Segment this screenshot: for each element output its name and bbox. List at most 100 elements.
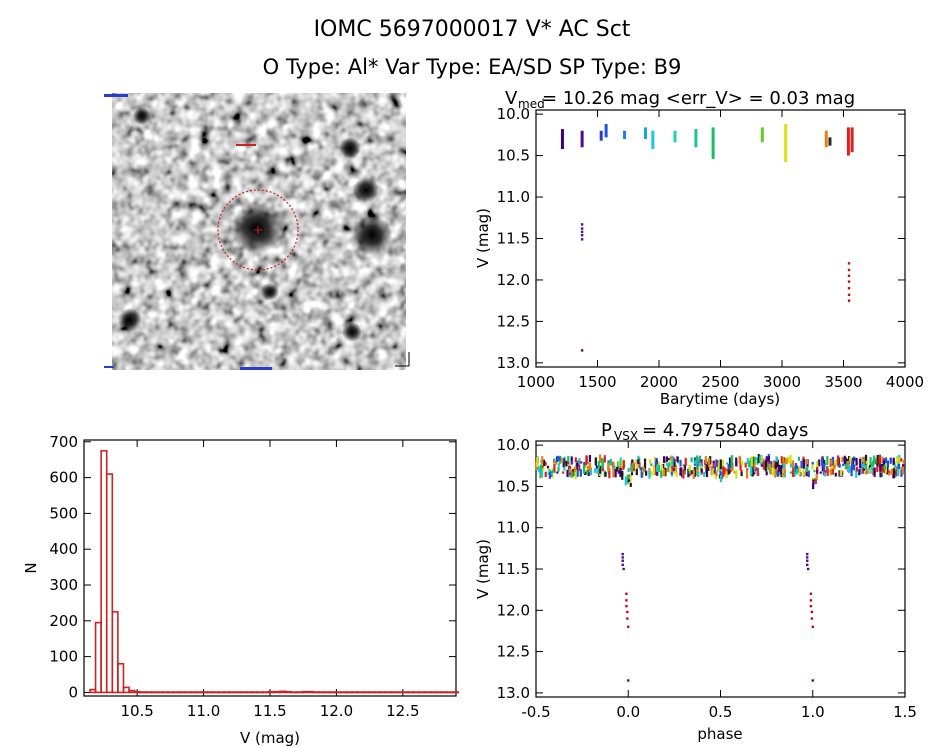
phased-point bbox=[851, 459, 854, 470]
histogram-bar bbox=[345, 691, 354, 694]
histogram-bar bbox=[195, 691, 203, 694]
phased-point bbox=[583, 461, 586, 468]
lightcurve-xlabel: Barytime (days) bbox=[660, 390, 780, 408]
phased-point bbox=[640, 467, 643, 478]
phased-point bbox=[826, 468, 829, 477]
phased-point bbox=[812, 483, 815, 490]
phased-point bbox=[746, 469, 749, 479]
phased-eclipse-point bbox=[810, 610, 814, 614]
histogram-bar bbox=[100, 449, 108, 694]
phased-point bbox=[588, 455, 592, 463]
phased-point bbox=[855, 466, 859, 472]
phased-point bbox=[571, 471, 574, 478]
phased-point bbox=[753, 456, 756, 466]
phased-point bbox=[721, 459, 724, 470]
phased-point bbox=[838, 463, 841, 468]
histogram-bar bbox=[184, 691, 192, 694]
phased-point bbox=[822, 463, 826, 473]
phased-point bbox=[684, 457, 687, 467]
phased-point bbox=[669, 459, 673, 466]
phased-point bbox=[668, 462, 671, 467]
phased-point bbox=[797, 467, 800, 473]
phased-point bbox=[775, 456, 778, 462]
lightcurve-point bbox=[847, 274, 851, 278]
histogram-bar bbox=[284, 690, 292, 694]
phased-xtick-label: -0.5 bbox=[521, 703, 550, 721]
phased-point bbox=[567, 461, 570, 465]
phased-point bbox=[813, 469, 816, 473]
histogram-xtick-label: 10.5 bbox=[120, 702, 153, 720]
phased-point bbox=[580, 461, 583, 464]
histogram-bar bbox=[301, 690, 309, 694]
lightcurve-point bbox=[847, 280, 851, 283]
phased-point bbox=[830, 459, 833, 465]
phased-point bbox=[821, 465, 824, 472]
phased-point bbox=[849, 456, 852, 462]
phased-point bbox=[594, 457, 597, 466]
image-corner-mark-bottom bbox=[240, 367, 272, 370]
histogram-bar bbox=[440, 691, 448, 694]
histogram-bar bbox=[273, 690, 281, 694]
phased-ytick-label: 10.5 bbox=[497, 477, 530, 495]
phased-point bbox=[719, 471, 722, 476]
histogram-bar bbox=[384, 691, 393, 694]
lightcurve-ytick-label: 10.0 bbox=[497, 105, 530, 123]
phased-point bbox=[594, 468, 597, 473]
histogram-bar bbox=[245, 691, 253, 694]
phased-point bbox=[850, 466, 853, 477]
phased-point bbox=[604, 471, 607, 477]
phased-point bbox=[805, 466, 809, 473]
lightcurve-point-group bbox=[673, 130, 677, 143]
phased-point bbox=[773, 464, 776, 469]
phased-point bbox=[603, 455, 606, 463]
phased-point bbox=[819, 471, 822, 474]
histogram-bar bbox=[211, 691, 220, 694]
phased-point bbox=[791, 460, 794, 468]
phased-point bbox=[764, 462, 767, 472]
phased-point bbox=[888, 471, 891, 476]
phased-point bbox=[596, 468, 599, 474]
histogram-bar bbox=[128, 689, 136, 694]
phased-point bbox=[671, 456, 674, 467]
phased-point bbox=[902, 459, 905, 464]
phased-point bbox=[657, 464, 661, 473]
phased-point bbox=[578, 458, 581, 465]
phased-point bbox=[757, 454, 760, 463]
phased-point bbox=[704, 456, 707, 463]
phased-point bbox=[663, 469, 666, 477]
phased-point bbox=[631, 459, 634, 466]
lightcurve-ytick-label: 11.5 bbox=[497, 230, 530, 248]
phased-point bbox=[730, 457, 733, 468]
histogram-bar bbox=[156, 691, 164, 694]
phased-point bbox=[881, 456, 884, 464]
phased-eclipse-point bbox=[811, 625, 814, 629]
phased-eclipse-point bbox=[621, 563, 624, 567]
phased-point bbox=[812, 479, 815, 486]
phased-point bbox=[805, 459, 808, 465]
image-label-mark bbox=[236, 144, 256, 146]
lightcurve-ytick-label: 13.0 bbox=[497, 354, 530, 372]
phased-point bbox=[750, 456, 753, 467]
phased-point bbox=[544, 471, 547, 478]
phased-point bbox=[882, 460, 885, 466]
phased-point bbox=[772, 466, 775, 476]
phased-point bbox=[805, 468, 808, 477]
phased-point bbox=[762, 461, 765, 469]
phased-point bbox=[599, 465, 602, 474]
histogram-bar bbox=[407, 691, 415, 694]
lightcurve-point bbox=[847, 268, 851, 272]
phased-ytick-label: 13.0 bbox=[497, 684, 530, 702]
phased-point bbox=[897, 464, 901, 469]
lightcurve-point-group bbox=[599, 130, 603, 141]
phased-point bbox=[883, 467, 886, 474]
phased-point bbox=[872, 467, 875, 471]
phased-eclipse-point bbox=[621, 556, 624, 559]
phased-point bbox=[665, 456, 668, 463]
lightcurve-point-group bbox=[580, 130, 584, 148]
histogram-xtick-label: 11.5 bbox=[253, 702, 286, 720]
histogram-bar bbox=[267, 690, 275, 694]
phased-point bbox=[720, 472, 723, 477]
phased-point bbox=[727, 464, 730, 470]
phased-eclipse-point bbox=[809, 604, 813, 608]
phased-point bbox=[539, 464, 543, 473]
